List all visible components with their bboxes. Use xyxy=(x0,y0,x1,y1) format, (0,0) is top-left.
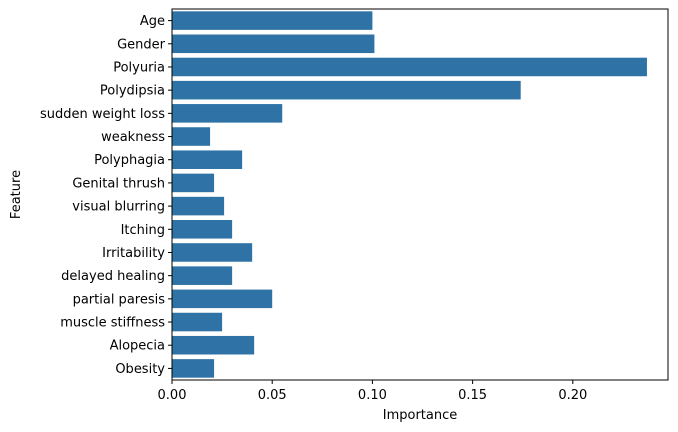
x-tick-label: 0.10 xyxy=(358,388,387,403)
bar-gender xyxy=(172,34,375,54)
y-axis-ticks: Age Gender Polyuria Polydipsia sudden weight… xyxy=(40,14,172,377)
x-tick-label: 0.15 xyxy=(458,388,487,403)
bar-polyuria xyxy=(172,57,647,77)
y-tick-label: Itching xyxy=(121,223,165,238)
bar-alopecia xyxy=(172,335,255,355)
y-tick-label: Irritability xyxy=(102,246,165,261)
bar-genital-thrush xyxy=(172,173,215,193)
x-tick-label: 0.20 xyxy=(558,388,587,403)
y-tick-label: delayed healing xyxy=(61,269,165,284)
y-tick-label: Gender xyxy=(117,37,166,52)
bar-age xyxy=(172,11,373,30)
y-tick-label: Age xyxy=(140,14,165,29)
x-axis-ticks: 0.00 0.05 0.10 0.15 0.20 xyxy=(158,380,587,403)
y-tick-label: sudden weight loss xyxy=(40,107,165,122)
y-tick-label: Polyuria xyxy=(113,60,165,75)
bar-itching xyxy=(172,220,233,239)
x-axis-title: Importance xyxy=(383,408,458,423)
plot-frame xyxy=(171,8,669,381)
y-tick-label: muscle stiffness xyxy=(60,316,165,331)
y-tick-label: weakness xyxy=(101,130,165,145)
x-tick-label: 0.05 xyxy=(258,388,287,403)
bar-weakness xyxy=(172,127,211,146)
y-tick-label: Genital thrush xyxy=(72,176,165,191)
y-tick-label: visual blurring xyxy=(72,200,165,215)
bar-partial-paresis xyxy=(172,289,273,309)
y-tick-label: Polyphagia xyxy=(94,153,165,168)
bar-obesity xyxy=(172,359,215,378)
bar-irritability xyxy=(172,243,253,262)
y-tick-label: Obesity xyxy=(115,362,165,377)
bar-sudden-weight-loss xyxy=(172,104,283,123)
x-tick-label: 0.00 xyxy=(158,388,187,403)
y-tick-label: Polydipsia xyxy=(100,84,165,99)
y-axis-title: Feature xyxy=(9,170,24,219)
bar-visual-blurring xyxy=(172,196,225,216)
y-tick-label: Alopecia xyxy=(110,339,165,354)
bar-delayed-healing xyxy=(172,266,233,285)
bar-polyphagia xyxy=(172,150,243,169)
bars-layer xyxy=(172,11,647,378)
y-tick-label: partial paresis xyxy=(73,292,166,307)
bar-polydipsia xyxy=(172,80,521,100)
bar-muscle-stiffness xyxy=(172,312,223,332)
